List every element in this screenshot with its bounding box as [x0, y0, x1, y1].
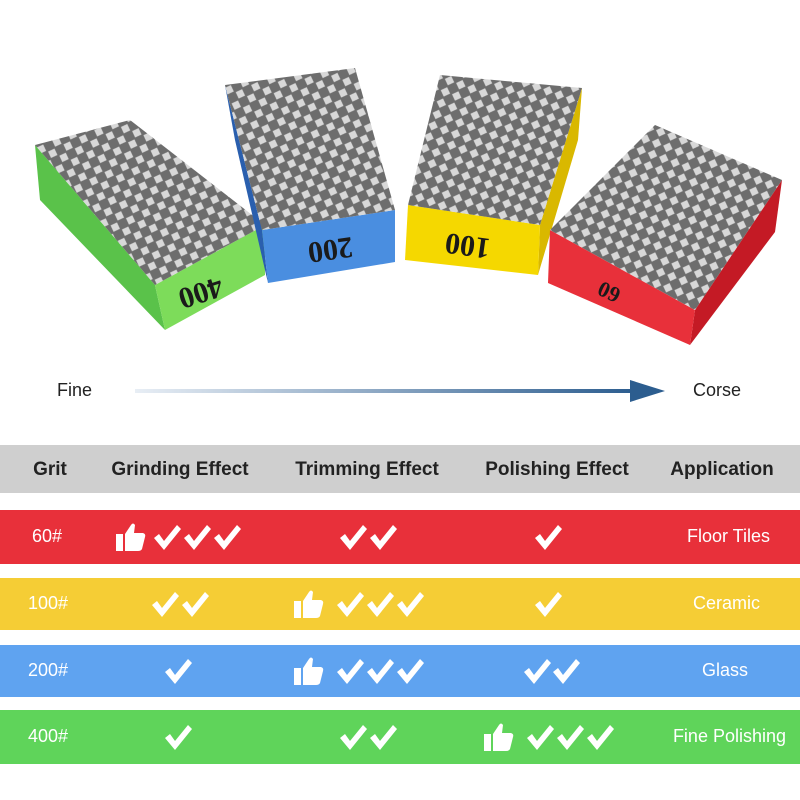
table-row: 400# Fine Polishing [0, 710, 800, 764]
scale-arrow [135, 389, 635, 393]
scale-end: Corse [693, 380, 741, 400]
header-cell: Application [670, 459, 773, 480]
block-label: 200 [306, 230, 355, 269]
application-cell: Glass [702, 660, 748, 680]
block: 60 [548, 125, 782, 345]
header-cell: Grinding Effect [111, 459, 249, 480]
grit-cell: 200# [28, 660, 68, 680]
block-label: 100 [443, 226, 492, 265]
header-cell: Polishing Effect [485, 459, 629, 480]
scale-start: Fine [57, 380, 92, 400]
scale-arrow-head [630, 380, 665, 402]
application-cell: Floor Tiles [687, 526, 770, 546]
application-cell: Fine Polishing [673, 726, 786, 746]
grit-cell: 60# [32, 526, 62, 546]
header-cell: Trimming Effect [295, 459, 439, 480]
block: 100 [405, 75, 582, 275]
application-cell: Ceramic [693, 593, 760, 613]
grit-cell: 400# [28, 726, 68, 746]
block: 200 [225, 68, 395, 283]
header-cell: Grit [33, 459, 67, 480]
block: 400 [35, 120, 265, 330]
grit-cell: 100# [28, 593, 68, 613]
table-row: 100# Ceramic [0, 578, 800, 630]
table-row: 200# Glass [0, 645, 800, 697]
table-header [0, 445, 800, 493]
table-row: 60# Floor Tiles [0, 510, 800, 564]
